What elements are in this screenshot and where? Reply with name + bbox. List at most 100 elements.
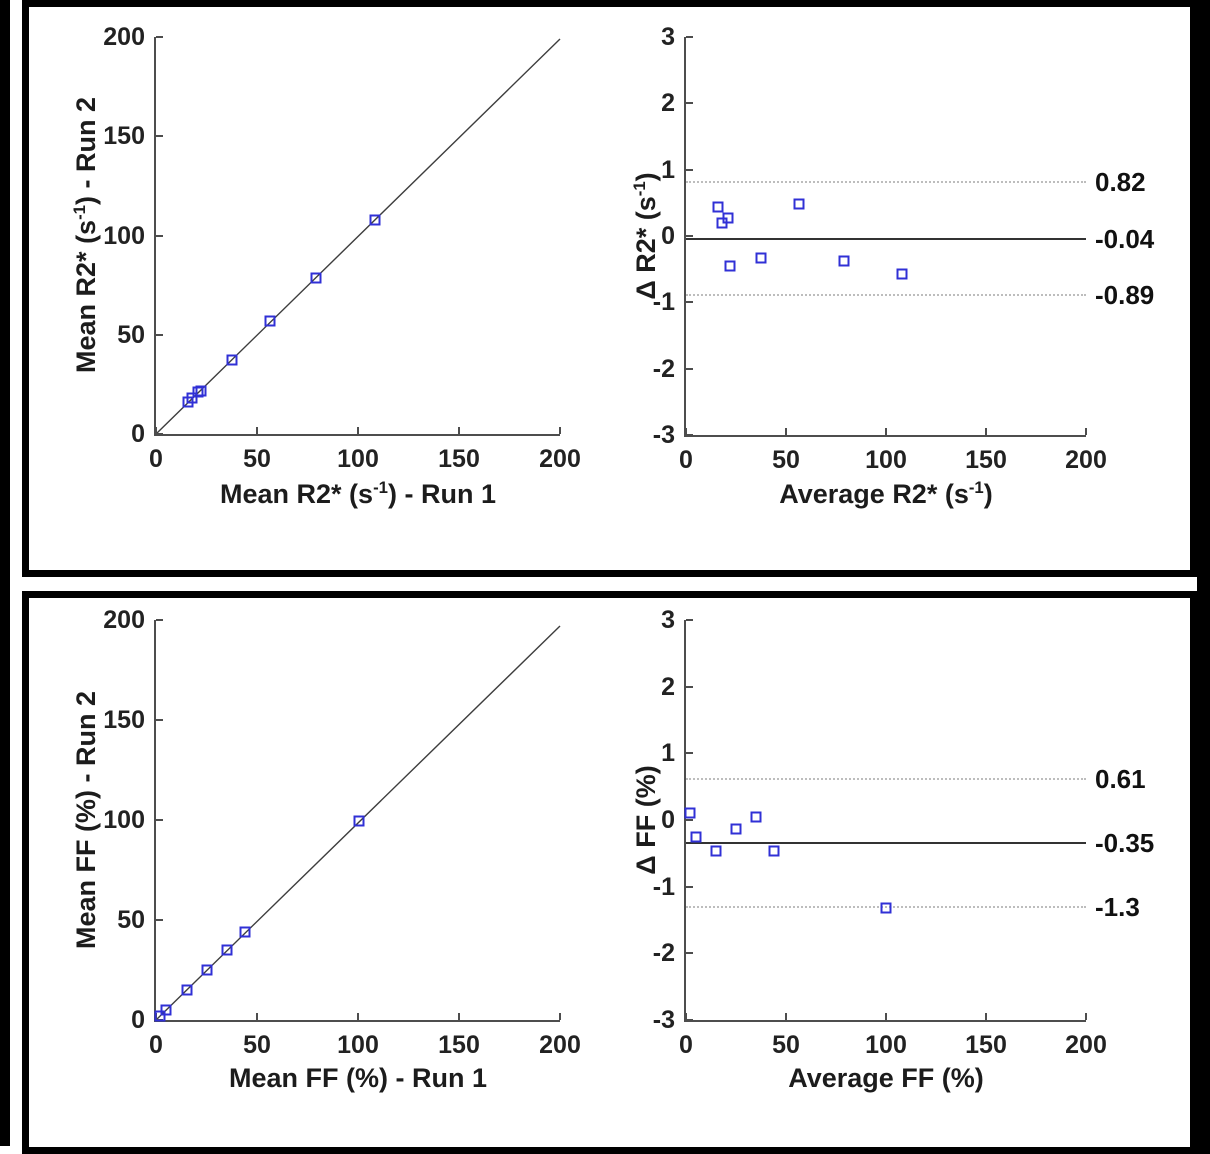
data-point-marker <box>195 385 207 397</box>
data-point-marker <box>192 386 204 398</box>
data-point-marker <box>750 811 762 823</box>
data-point-marker <box>181 984 193 996</box>
line-value-label: -0.89 <box>1095 280 1155 311</box>
data-point-marker <box>186 392 198 404</box>
x-tick <box>1085 1013 1087 1020</box>
data-point-marker <box>684 807 696 819</box>
x-tick <box>357 427 359 434</box>
y-tick <box>156 135 163 138</box>
y-tick-label: 1 <box>661 739 675 768</box>
y-tick <box>686 36 693 38</box>
x-tick-label: 100 <box>337 1031 379 1059</box>
y-tick-label: 1 <box>661 155 675 184</box>
limit-of-agreement-line <box>686 180 1086 183</box>
x-tick-label: 0 <box>679 1031 693 1059</box>
x-tick-label: 200 <box>539 1031 581 1059</box>
y-tick <box>156 919 163 921</box>
data-point-marker <box>264 315 276 327</box>
y-tick-label: 50 <box>117 320 145 349</box>
outer-border-right <box>1197 0 1210 1154</box>
x-tick <box>785 428 787 435</box>
identity-line <box>155 38 561 435</box>
y-tick-label: 50 <box>117 906 145 934</box>
y-tick <box>686 168 693 171</box>
data-point-marker <box>793 198 805 210</box>
data-point-marker <box>730 823 742 835</box>
y-tick <box>156 234 163 237</box>
ff-panel-frame <box>22 591 1197 1154</box>
x-tick-label: 100 <box>337 445 379 473</box>
y-tick <box>686 952 693 955</box>
line-value-label: -0.04 <box>1095 223 1155 254</box>
x-tick-label: 150 <box>965 1031 1007 1059</box>
x-tick <box>885 1013 887 1020</box>
x-tick <box>458 427 460 434</box>
label-text: Mean FF (%) - Run 1 <box>229 1063 487 1093</box>
y-tick <box>686 301 693 304</box>
y-tick-label: -1 <box>652 288 675 317</box>
y-tick-label: 0 <box>661 806 675 834</box>
y-tick-label: -3 <box>652 421 675 449</box>
x-tick-label: 50 <box>243 1031 271 1059</box>
data-point-marker <box>226 354 238 366</box>
label-text: Average R2* (s <box>779 479 969 509</box>
y-tick-label: 2 <box>661 89 675 118</box>
x-tick <box>1085 428 1087 435</box>
x-tick <box>685 1013 687 1020</box>
y-tick-label: -2 <box>652 939 675 968</box>
data-point-marker <box>838 255 850 267</box>
x-axis-line <box>684 1020 1086 1022</box>
data-point-marker <box>722 212 734 224</box>
x-tick-label: 150 <box>965 446 1007 474</box>
limit-of-agreement-line <box>686 778 1086 781</box>
y-tick <box>686 752 693 755</box>
y-tick-label: 200 <box>103 606 145 634</box>
x-tick-label: 150 <box>438 445 480 473</box>
x-tick <box>357 1013 359 1020</box>
line-value-label: 0.61 <box>1095 764 1146 795</box>
data-point-marker <box>154 1010 166 1022</box>
label-text: Mean R2* (s <box>220 479 374 509</box>
label-superscript: -1 <box>70 205 89 220</box>
x-tick-label: 100 <box>865 446 907 474</box>
x-tick <box>559 1013 561 1020</box>
y-tick <box>156 36 163 38</box>
y-tick-label: -2 <box>652 354 675 383</box>
x-tick-label: 200 <box>1065 1031 1107 1059</box>
x-tick <box>785 1013 787 1020</box>
x-tick-label: 0 <box>149 1031 163 1059</box>
limit-of-agreement-line <box>686 294 1086 297</box>
label-text: ) <box>983 479 993 509</box>
x-tick-label: 50 <box>772 1031 800 1059</box>
x-tick-label: 0 <box>679 446 693 474</box>
y-tick <box>686 102 693 105</box>
label-text: ) - Run 1 <box>387 479 496 509</box>
data-point-marker <box>712 201 724 213</box>
x-axis-label-r2-bland-altman: Average R2* (s-1) <box>686 478 1086 510</box>
x-tick-label: 200 <box>1065 446 1107 474</box>
data-point-marker <box>353 815 365 827</box>
x-tick-label: 100 <box>865 1031 907 1059</box>
y-tick-label: 150 <box>103 122 145 151</box>
x-tick-label: 50 <box>772 446 800 474</box>
y-tick <box>156 819 163 821</box>
y-tick <box>156 619 163 621</box>
data-point-marker <box>880 902 892 914</box>
y-tick-label: 0 <box>131 420 145 448</box>
line-value-label: -0.35 <box>1095 828 1155 859</box>
mean-difference-line <box>686 842 1086 845</box>
x-tick <box>885 428 887 435</box>
label-superscript: -1 <box>373 478 388 497</box>
line-value-label: -1.3 <box>1095 891 1140 922</box>
x-tick <box>256 427 258 434</box>
x-tick <box>559 427 561 434</box>
y-tick-label: 150 <box>103 706 145 734</box>
mean-difference-line <box>686 237 1086 240</box>
x-tick <box>985 428 987 435</box>
y-tick-label: 3 <box>661 23 675 51</box>
label-superscript: -1 <box>968 478 984 497</box>
limit-of-agreement-line <box>686 905 1086 908</box>
y-tick <box>686 819 693 821</box>
data-point-marker <box>201 964 213 976</box>
data-point-marker <box>896 268 908 280</box>
